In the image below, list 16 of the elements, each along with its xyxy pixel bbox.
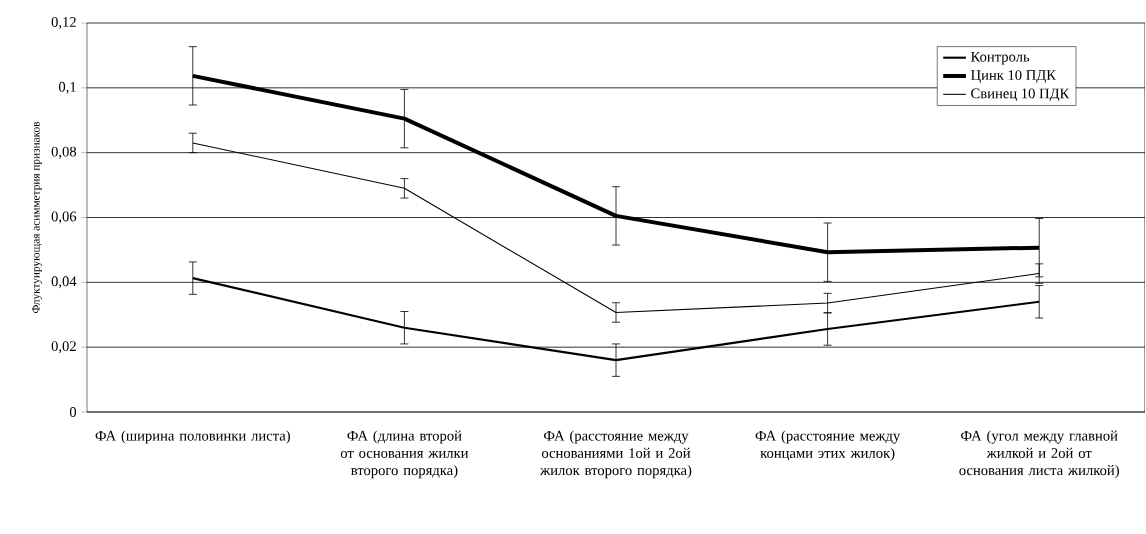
legend-label: Контроль [970, 51, 1030, 65]
x-tick-label: ФА (расстояние между основаниями 1ой и 2ой жилок второго порядка) [540, 430, 692, 479]
y-tick-label: 0,08 [51, 146, 77, 159]
legend-label: Цинк 10 ПДК [970, 70, 1057, 83]
y-tick-label: 0 [69, 407, 77, 417]
y-tick-label: 0,06 [51, 211, 77, 224]
x-tick-label: ФА (длина второй от основания жилки второго порядка) [340, 430, 469, 479]
x-tick-label: ФА (расстояние между концами этих жилок) [755, 430, 901, 461]
y-tick-label: 0,02 [51, 341, 76, 354]
x-tick-label: ФА (угол между главной жилкой и 2ой от основания листа жилкой) [959, 430, 1119, 479]
y-tick-label: 0,04 [51, 276, 77, 289]
y-tick-label: 0,1 [58, 81, 76, 94]
legend-label: Свинец 10 ПДК [971, 88, 1070, 102]
y-axis-title: Флуктуирующая асимметрия признаков [32, 121, 42, 314]
x-tick-label: ФА (ширина половинки листа) [95, 430, 290, 444]
y-tick-label: 0,12 [51, 17, 76, 29]
